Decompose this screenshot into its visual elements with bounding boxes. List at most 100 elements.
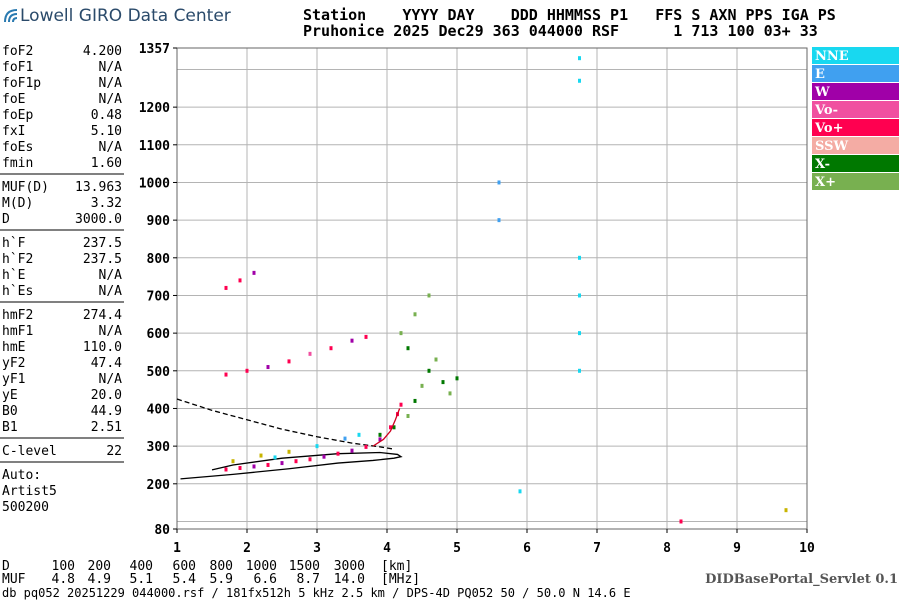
echo-point (238, 278, 242, 283)
echo-point (427, 293, 431, 298)
y-tick-label: 500 (147, 365, 171, 380)
echo-point (420, 383, 424, 388)
d-value: 3000 (334, 559, 365, 574)
echo-point (497, 218, 501, 223)
y-tick-label: 200 (147, 478, 171, 493)
param-value: 20.0 (91, 388, 122, 403)
legend-label: E (815, 67, 825, 82)
echo-point (413, 398, 417, 403)
footer-file: db pq052 20251229 044000.rsf / 181fx512h… (2, 586, 631, 600)
param-name: foF1 (2, 60, 33, 75)
param-value: 5.10 (91, 124, 122, 139)
y-tick-label: 1200 (139, 101, 170, 116)
param-name: B0 (2, 404, 18, 419)
x-tick-label: 10 (799, 541, 815, 556)
param-value: 1.60 (91, 156, 122, 171)
auto-text: 500200 (2, 500, 49, 515)
legend-swatch (812, 173, 899, 190)
echo-point (784, 508, 788, 513)
d-value: 600 (173, 559, 196, 574)
d-value: 1500 (289, 559, 320, 574)
y-tick-label: 1000 (139, 176, 170, 191)
y-tick-label: 800 (147, 252, 171, 267)
echo-point (441, 380, 445, 385)
logo-text: Lowell GIRO Data Center (20, 6, 231, 26)
legend-swatch (812, 65, 899, 82)
echo-point (266, 365, 270, 370)
param-value: 237.5 (83, 252, 122, 267)
param-value: N/A (99, 76, 123, 91)
y-tick-label: 1100 (139, 139, 170, 154)
echo-point (238, 465, 242, 470)
x-tick-label: 6 (523, 541, 531, 556)
echo-point (231, 459, 235, 464)
echo-point (343, 436, 347, 441)
param-value: 2.51 (91, 420, 122, 435)
legend-label: X+ (815, 175, 836, 190)
echo-point (364, 444, 368, 449)
param-name: hmE (2, 340, 25, 355)
d-label: D (2, 559, 10, 574)
y-tick-label: 300 (147, 440, 171, 455)
legend-swatch (812, 83, 899, 100)
echo-point (224, 467, 228, 472)
param-value: N/A (99, 60, 123, 75)
header-values: Pruhonice 2025 Dec29 363 044000 RSF 1 71… (303, 22, 818, 40)
muf-value: 6.6 (254, 572, 277, 587)
param-value: 22 (106, 444, 122, 459)
echo-point (578, 56, 581, 61)
auto-text: Auto: (2, 468, 41, 483)
legend-label: Vo+ (814, 121, 843, 136)
param-name: foF2 (2, 44, 33, 59)
legend-label: NNE (815, 49, 849, 64)
echo-point (434, 357, 438, 362)
y-tick-label: 80 (154, 523, 170, 538)
param-name: h`F2 (2, 252, 33, 267)
legend-swatch (812, 119, 899, 136)
echo-point (266, 462, 270, 467)
param-name: D (2, 212, 10, 227)
param-value: 0.48 (91, 108, 122, 123)
x-tick-label: 1 (173, 541, 181, 556)
legend-label: W (814, 85, 830, 100)
d-value: 800 (210, 559, 233, 574)
profile-dashed (176, 398, 395, 450)
param-name: hmF1 (2, 324, 33, 339)
y-tick-label: 1357 (139, 42, 170, 57)
echo-point (280, 461, 284, 466)
echo-point (389, 425, 392, 430)
echo-point (399, 331, 403, 336)
muf-value: 5.1 (130, 572, 153, 587)
y-tick-label: 600 (147, 327, 171, 342)
d-value: 1000 (246, 559, 277, 574)
param-name: yF1 (2, 372, 25, 387)
param-name: foEp (2, 108, 33, 123)
param-name: B1 (2, 420, 18, 435)
param-value: 110.0 (83, 340, 122, 355)
param-value: 3000.0 (75, 212, 122, 227)
echo-point (518, 489, 522, 494)
echo-point (315, 444, 319, 449)
param-name: yF2 (2, 356, 25, 371)
legend-swatch (812, 47, 899, 64)
legend-swatch (812, 101, 899, 118)
echo-point (679, 519, 683, 524)
y-tick-label: 700 (147, 289, 171, 304)
echo-point (578, 78, 581, 83)
param-value: 3.32 (91, 196, 122, 211)
echo-point (224, 285, 228, 290)
echo-point (578, 293, 581, 298)
d-value: 200 (88, 559, 111, 574)
param-value: N/A (99, 324, 123, 339)
param-name: fxI (2, 124, 25, 139)
param-name: hmF2 (2, 308, 33, 323)
echo-point (392, 425, 396, 430)
echo-point (287, 449, 291, 454)
d-unit: [km] (381, 559, 412, 574)
legend-swatch (812, 137, 899, 154)
y-tick-label: 400 (147, 402, 171, 417)
param-name: fmin (2, 156, 33, 171)
d-value: 400 (130, 559, 153, 574)
x-tick-label: 8 (663, 541, 671, 556)
